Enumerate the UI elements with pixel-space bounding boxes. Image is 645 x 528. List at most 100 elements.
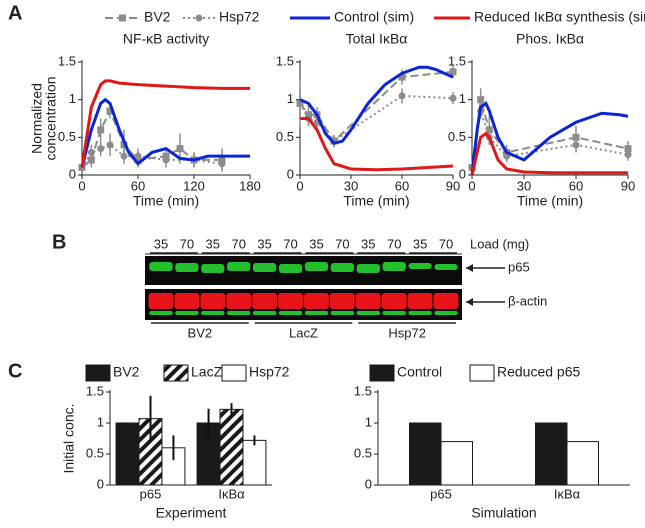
red-band: [355, 293, 381, 309]
data-line: [299, 70, 454, 143]
green-band: [330, 263, 355, 272]
load-value: 70: [283, 236, 297, 251]
load-value: 35: [257, 236, 271, 251]
y-tick-label: 1.5: [354, 383, 372, 398]
x-tick-label: 60: [569, 178, 583, 193]
green-band: [201, 264, 225, 273]
x-tick-label: p65: [430, 486, 452, 501]
y-tick-label: 0.5: [448, 129, 466, 144]
y-tick-label: 1.5: [58, 53, 76, 68]
y-tick-label: 0.5: [354, 445, 372, 460]
legend-label: Hsp72: [249, 364, 290, 380]
legend-swatch: [369, 364, 395, 382]
panel-label: A: [8, 2, 22, 24]
bar: [440, 441, 473, 486]
green-band: [175, 263, 199, 272]
load-value: 70: [180, 236, 194, 251]
green-band: [252, 311, 277, 315]
green-band: [252, 263, 277, 272]
sim-line: [80, 79, 250, 168]
y-tick-label: 0: [97, 476, 104, 491]
green-band: [175, 311, 199, 315]
y-tick-label: 1: [97, 414, 104, 429]
marker: [624, 151, 632, 159]
green-band: [304, 311, 329, 315]
green-band: [278, 264, 303, 273]
legend-swatch: [469, 364, 495, 382]
red-band: [200, 293, 226, 309]
y-tick-label: 0.5: [276, 129, 294, 144]
legend-swatch: [85, 364, 111, 382]
green-band: [434, 264, 458, 270]
chart-title: Total IκBα: [346, 31, 408, 47]
x-tick-label: 0: [78, 178, 85, 193]
x-tick-label: 90: [446, 178, 460, 193]
green-band: [227, 262, 251, 271]
bar: [115, 422, 140, 486]
marker: [572, 141, 580, 149]
sim-line: [80, 97, 250, 168]
red-band: [304, 293, 329, 309]
marker: [398, 73, 406, 81]
x-tick-label: p65: [140, 486, 162, 501]
y-tick-label: 1.5: [276, 53, 294, 68]
y-tick-label: 1: [459, 91, 466, 106]
y-axis-label: Normalized: [29, 83, 45, 154]
y-tick-label: 0.5: [86, 445, 104, 460]
load-value: 70: [387, 236, 401, 251]
data-line: [471, 99, 629, 168]
sim-line: [470, 131, 628, 176]
marker: [87, 148, 95, 156]
green-band: [408, 311, 432, 315]
legend-label: Hsp72: [219, 9, 260, 25]
marker: [106, 141, 114, 149]
load-value: 35: [309, 236, 323, 251]
y-tick-label: 0: [459, 166, 466, 181]
red-band: [174, 293, 200, 309]
y-tick-label: 1: [365, 414, 372, 429]
green-band: [434, 311, 458, 315]
load-value: 70: [335, 236, 349, 251]
legend-swatch: [221, 364, 247, 382]
green-band: [408, 263, 432, 269]
bar: [409, 422, 442, 486]
green-band: [356, 264, 380, 273]
green-band: [149, 311, 173, 315]
band-label: β-actin: [508, 293, 547, 308]
y-tick-label: 0: [287, 166, 294, 181]
load-value: 35: [154, 236, 168, 251]
marker: [162, 156, 170, 164]
legend-label: Reduced IκBα synthesis (sim): [474, 9, 645, 25]
green-band: [227, 311, 251, 315]
legend-label: Control: [397, 364, 442, 380]
sim-line: [470, 101, 629, 176]
x-tick-label: 30: [517, 178, 531, 193]
green-band: [304, 262, 329, 271]
legend-marker: [119, 14, 126, 22]
legend-label: Control (sim): [334, 9, 414, 25]
load-label: Load (mg): [470, 236, 529, 251]
marker: [134, 152, 142, 160]
green-band: [382, 262, 406, 271]
marker: [449, 94, 457, 102]
red-band: [381, 293, 407, 309]
panel-label: B: [52, 231, 66, 253]
chart-title: NF-κB activity: [123, 31, 209, 47]
bar: [535, 422, 568, 486]
bar: [566, 441, 599, 486]
green-band: [201, 311, 225, 315]
x-tick-label: 180: [239, 178, 261, 193]
marker: [398, 92, 406, 100]
marker: [218, 160, 226, 168]
x-axis-label: Simulation: [471, 505, 536, 521]
load-value: 35: [413, 236, 427, 251]
sim-line: [300, 117, 454, 172]
x-axis-label: Time (min): [343, 193, 409, 209]
load-value: 35: [206, 236, 220, 251]
load-value: 70: [439, 236, 453, 251]
y-tick-label: 0: [69, 166, 76, 181]
group-label: Hsp72: [388, 325, 426, 340]
y-tick-label: 0.5: [58, 129, 76, 144]
y-tick-label: 1.5: [448, 53, 466, 68]
